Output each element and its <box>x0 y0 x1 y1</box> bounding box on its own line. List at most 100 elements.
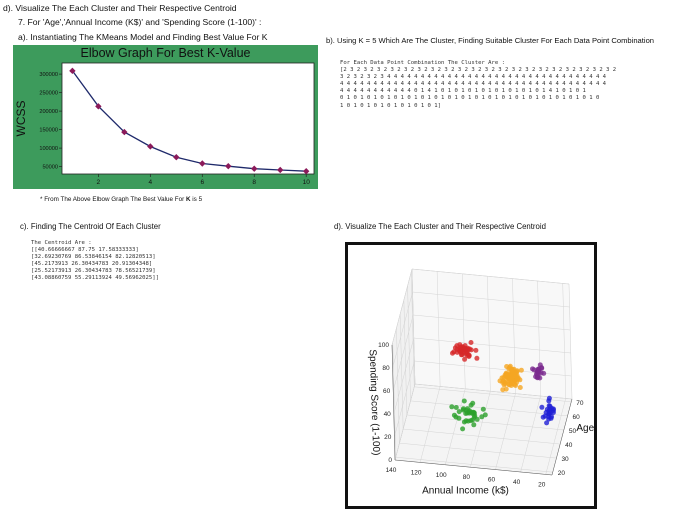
centroid-line: [45.2173913 26.30434783 20.91304348] <box>31 261 153 268</box>
scatter-point-cluster-4 <box>501 382 507 388</box>
wcss-point <box>147 143 154 150</box>
scatter-point-cluster-2 <box>544 420 550 426</box>
x-axis-line <box>394 459 553 476</box>
scatter-point-cluster-4 <box>518 367 524 373</box>
grid-line <box>391 268 413 346</box>
scatter-point-cluster-2 <box>546 408 552 414</box>
clusters-header: For Each Data Point Combination The Clus… <box>340 60 506 66</box>
y-tick-label: 50000 <box>42 165 58 171</box>
y-tick-label: 150000 <box>39 128 58 134</box>
scatter-point-cluster-1 <box>449 404 455 410</box>
elbow-note-mid: is <box>190 196 199 203</box>
x-tick-label: 100 <box>436 472 447 479</box>
scatter-point-cluster-1 <box>456 409 462 415</box>
centroid-output: The Centroid Are : [[40.66666667 87.75 1… <box>31 240 159 283</box>
y-axis-line <box>551 398 573 476</box>
z-tick-label: 0 <box>388 457 392 464</box>
scatter-point-cluster-1 <box>461 398 467 404</box>
clusters-output: For Each Data Point Combination The Clus… <box>340 60 616 110</box>
z-axis-label: Spending Score (1-100) <box>367 349 382 456</box>
z-tick-label: 80 <box>382 365 390 372</box>
z-tick-label: 100 <box>378 342 389 349</box>
x-tick-label: 20 <box>538 481 546 488</box>
grid-line <box>396 328 400 444</box>
y-tick-label: 30 <box>561 456 569 463</box>
wcss-point <box>69 67 76 75</box>
z-tick-label: 40 <box>384 411 392 418</box>
wcss-point <box>199 160 206 167</box>
part-a-heading: a). Instantiating The KMeans Model and F… <box>18 32 268 42</box>
grid-line <box>411 268 570 285</box>
y-tick-label: 60 <box>573 414 581 421</box>
elbow-note: * From The Above Elbow Graph The Best Va… <box>40 196 202 203</box>
part-d-heading: d). Visualize The Each Cluster and Their… <box>334 222 546 231</box>
scatter-point-cluster-3 <box>530 366 535 372</box>
wcss-point <box>251 165 258 172</box>
grid-line <box>414 383 573 400</box>
step-heading: 7. For 'Age','Annual Income (K$)' and 'S… <box>18 17 262 27</box>
x-tick-label: 10 <box>303 179 311 186</box>
scatter-point-cluster-4 <box>509 368 515 374</box>
y-tick-label: 100000 <box>39 146 58 152</box>
scatter-point-cluster-2 <box>550 408 556 413</box>
y-tick-label: 300000 <box>39 72 58 78</box>
scatter-point-cluster-4 <box>497 378 503 384</box>
y-tick-label: 200000 <box>39 109 58 115</box>
grid-line <box>403 299 408 415</box>
scatter-point-cluster-0 <box>462 356 468 362</box>
scatter-point-cluster-4 <box>501 375 507 380</box>
grid-line <box>392 291 413 369</box>
x-tick-label: 80 <box>463 474 471 481</box>
grid-line <box>520 395 541 473</box>
z-tick-label: 20 <box>384 434 392 441</box>
grid-line <box>413 314 571 331</box>
scatter-point-cluster-4 <box>514 368 520 374</box>
y-axis-label: WCSS <box>14 101 28 137</box>
grid-line <box>399 442 557 459</box>
scatter-point-cluster-1 <box>463 418 469 424</box>
elbow-note-prefix: * From The Above Elbow Graph The Best Va… <box>40 196 186 203</box>
grid-line <box>394 383 416 461</box>
scatter-point-cluster-0 <box>451 349 457 355</box>
scatter-point-cluster-1 <box>456 415 462 421</box>
x-tick-label: 40 <box>513 479 521 486</box>
x-tick-label: 6 <box>200 179 204 186</box>
scatter-point-cluster-1 <box>470 400 476 406</box>
grid-line <box>419 386 441 463</box>
scatter-point-cluster-0 <box>468 340 474 345</box>
x-tick-label: 8 <box>252 179 256 186</box>
scatter-point-cluster-0 <box>452 345 458 351</box>
scatter-point-cluster-4 <box>517 385 523 390</box>
grid-line <box>411 271 415 387</box>
part-b-heading: b). Using K = 5 Which Are The Cluster, F… <box>326 36 655 45</box>
scatter-point-cluster-3 <box>535 368 541 374</box>
grid-line <box>545 398 566 475</box>
clusters-line: 3 2 3 2 3 2 3 4 4 4 4 4 4 4 4 4 4 4 4 4 … <box>340 74 607 81</box>
grid-line <box>403 428 561 445</box>
wcss-point <box>95 103 102 110</box>
scatter-point-cluster-1 <box>460 426 466 432</box>
scatter-point-cluster-4 <box>500 387 506 393</box>
scatter-point-cluster-4 <box>508 383 514 388</box>
scatter-point-cluster-2 <box>546 403 552 409</box>
wcss-line <box>71 70 307 172</box>
grid-line <box>413 337 571 354</box>
scatter-point-cluster-1 <box>470 417 475 423</box>
scatter-point-cluster-1 <box>463 411 469 416</box>
grid-line <box>461 273 466 389</box>
scatter-point-cluster-0 <box>474 355 480 361</box>
grid-line <box>414 386 572 403</box>
x-tick-label: 120 <box>411 469 422 476</box>
grid-line <box>436 271 441 387</box>
scatter-point-cluster-2 <box>542 413 548 419</box>
centroid-line: [[40.66666667 87.75 17.58333333] <box>31 247 139 254</box>
grid-line <box>393 337 415 415</box>
part-c-heading: c). Finding The Centroid Of Each Cluster <box>20 222 161 231</box>
main-heading: d). Visualize The Each Cluster and Their… <box>3 3 237 13</box>
elbow-note-value: 5 <box>198 196 203 203</box>
clusters-line: 4 4 4 4 4 4 4 4 4 4 4 4 4 4 4 4 4 4 4 4 … <box>340 81 607 88</box>
x-axis-label: K-Values <box>164 187 212 189</box>
grid-line <box>410 400 568 417</box>
grid-line <box>487 276 491 392</box>
wcss-point <box>303 168 310 175</box>
